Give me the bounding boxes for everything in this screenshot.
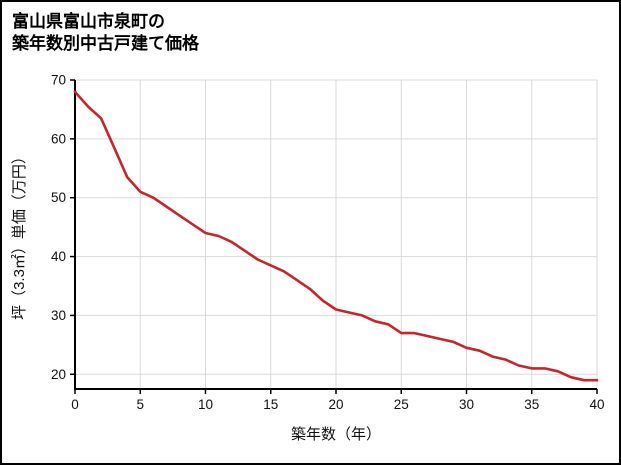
x-tick-label: 35 [524,397,539,412]
chart-title: 富山県富山市泉町の 築年数別中古戸建て価格 [2,2,619,56]
x-tick-label: 15 [263,397,278,412]
y-tick-label: 70 [51,72,66,87]
y-axis: 20 30 40 50 60 70 [51,72,75,382]
x-axis: 0 5 10 15 20 25 30 35 40 [71,388,605,412]
chart-title-line1: 富山県富山市泉町の [12,12,165,31]
x-tick-label: 10 [198,397,213,412]
price-line [73,90,599,382]
x-tick-label: 20 [328,397,343,412]
x-tick-label: 0 [71,397,79,412]
chart-title-line2: 築年数別中古戸建て価格 [12,34,199,54]
x-tick-label: 25 [394,397,409,412]
x-axis-title: 築年数（年） [291,425,381,443]
x-tick-label: 30 [459,397,474,412]
price-line-chart: 0 5 10 15 20 25 30 35 40 20 30 40 50 60 70 築年数（年） 坪（3.3㎡… [11,72,605,443]
y-tick-label: 50 [51,190,66,205]
y-axis-title: 坪（3.3㎡）単価（万円） [11,149,28,320]
y-tick-label: 60 [51,131,66,146]
x-tick-label: 5 [136,397,144,412]
y-tick-label: 30 [51,308,66,323]
x-tick-label: 40 [589,397,604,412]
y-tick-label: 20 [51,367,66,382]
y-tick-label: 40 [51,249,66,264]
gridlines [74,79,598,389]
